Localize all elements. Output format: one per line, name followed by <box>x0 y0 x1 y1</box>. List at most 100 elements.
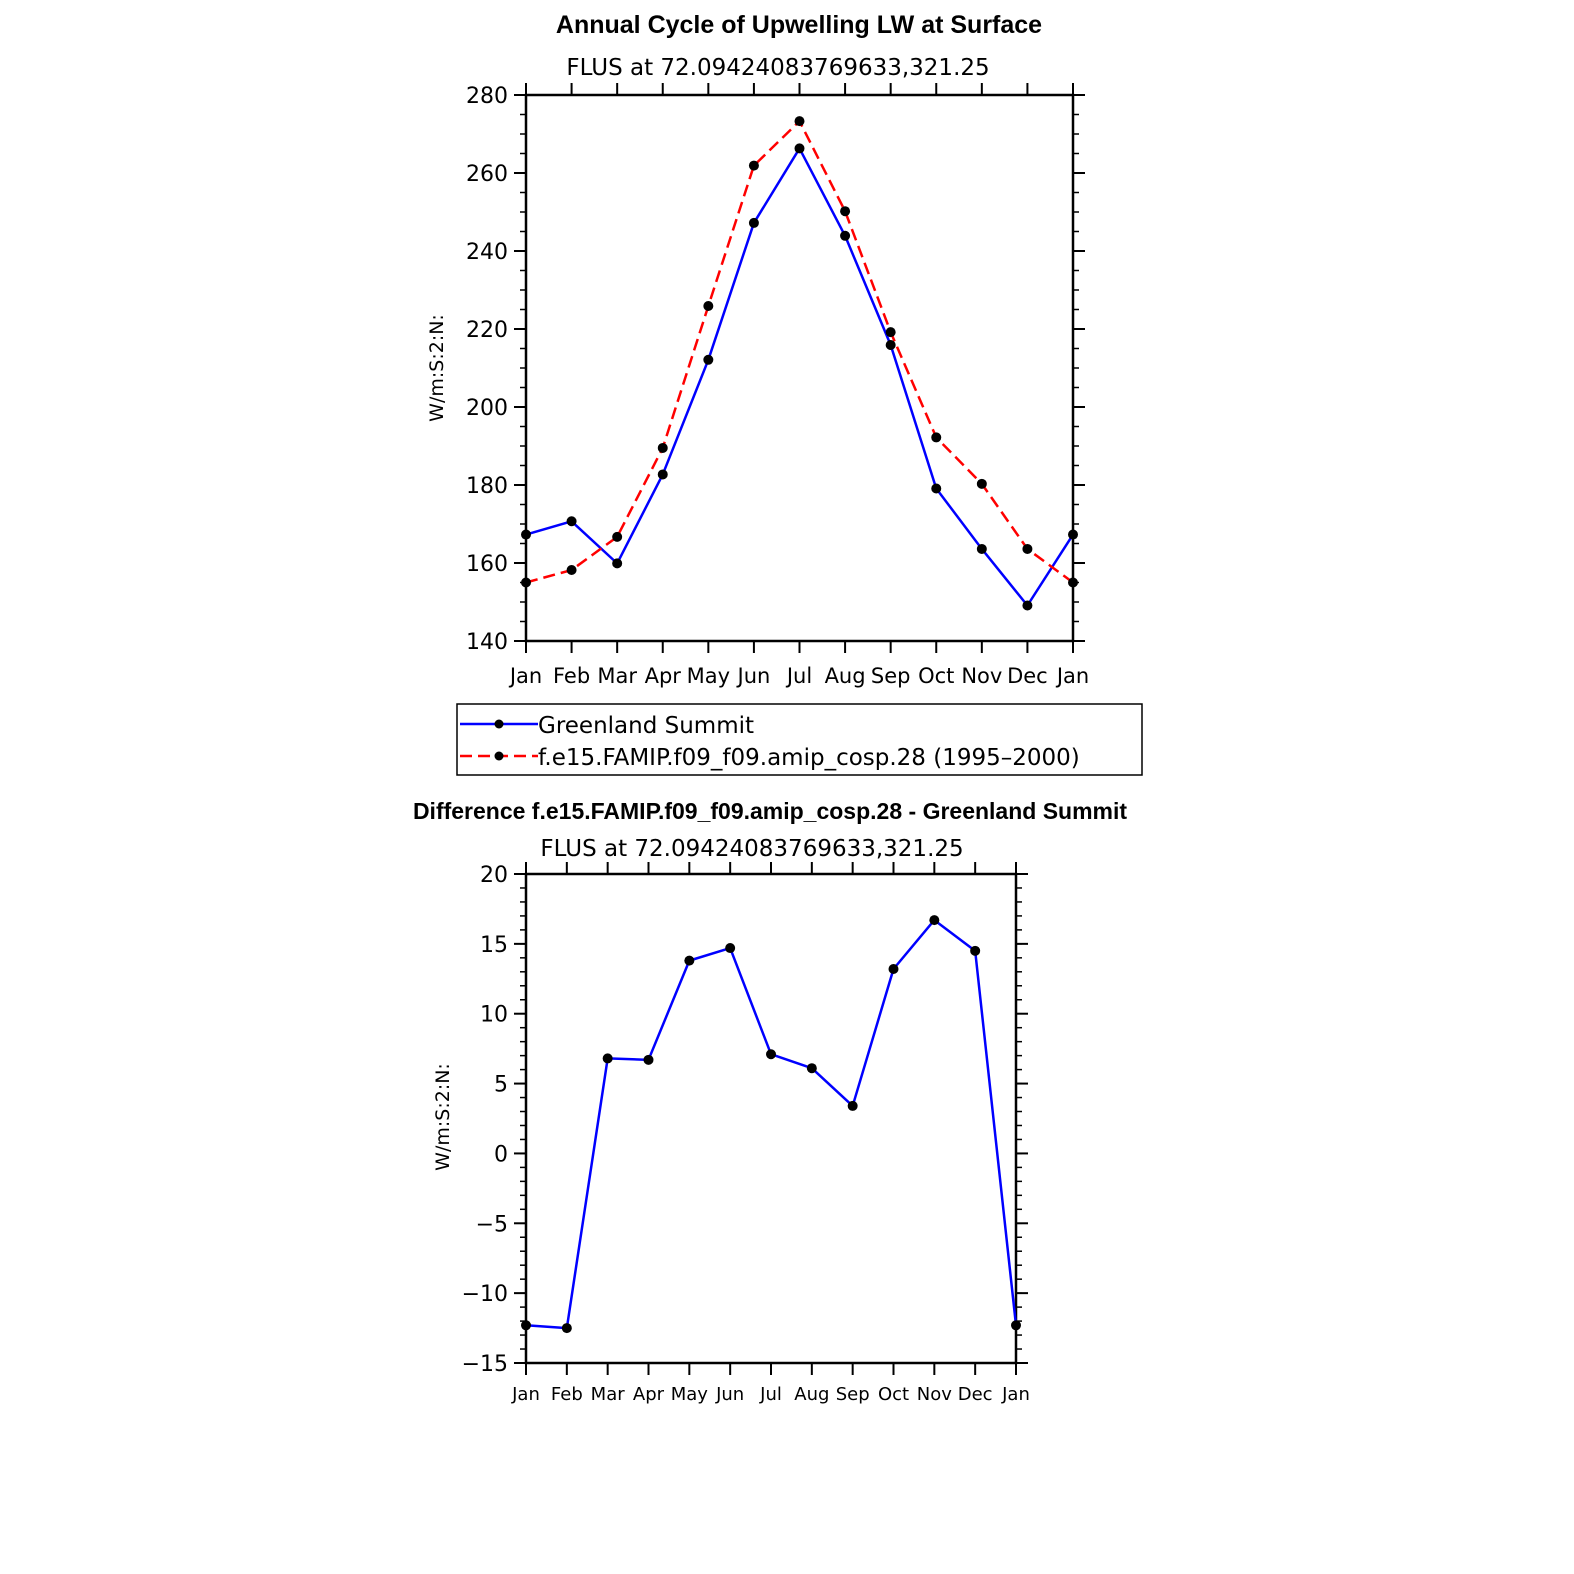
x-tick-label: Jun <box>715 1384 744 1405</box>
series-0-point <box>929 915 940 926</box>
x-tick-label: May <box>671 1384 709 1405</box>
x-tick-label: Oct <box>918 664 954 688</box>
series-1-point <box>794 116 805 127</box>
series-1-point <box>840 206 851 217</box>
x-tick-label: Oct <box>878 1384 909 1405</box>
series-1-point <box>566 565 577 576</box>
series-0-point <box>561 1323 572 1334</box>
y-tick-label: 0 <box>494 1142 508 1167</box>
series-0-point <box>847 1100 858 1111</box>
chart2-ticks <box>514 862 1028 1375</box>
series-0-point <box>612 558 623 569</box>
chart2-title: Difference f.e15.FAMIP.f09_f09.amip_cosp… <box>413 798 1127 824</box>
x-tick-label: Jul <box>759 1384 782 1405</box>
chart2-y-tick-labels: −15 −10 −5 0 5 10 15 20 <box>462 863 508 1377</box>
y-tick-label: 220 <box>466 318 508 343</box>
legend-marker-greenland-summit <box>494 719 504 729</box>
x-tick-label: Sep <box>836 1384 870 1405</box>
chart1-plot-frame <box>524 93 1075 643</box>
chart2-series <box>521 915 1021 1334</box>
series-0-point <box>970 945 981 956</box>
series-0-point <box>888 964 899 975</box>
x-tick-label: May <box>687 664 730 688</box>
series-0-point <box>748 217 759 228</box>
chart1-ylabel: W/m:S:2:N: <box>426 314 448 422</box>
y-tick-label: 20 <box>480 863 508 888</box>
y-tick-label: 240 <box>466 240 508 265</box>
series-1-point <box>748 160 759 171</box>
series-0-point <box>521 1320 531 1331</box>
series-0-point <box>566 516 577 527</box>
x-tick-label: Jan <box>511 1384 540 1405</box>
x-tick-label: Apr <box>645 664 682 688</box>
x-tick-label: Jul <box>785 664 812 688</box>
x-tick-label: Dec <box>1007 664 1048 688</box>
y-tick-label: 15 <box>480 933 508 958</box>
series-1-point <box>703 300 714 311</box>
x-tick-label: Aug <box>825 664 866 688</box>
legend-label-greenland-summit: Greenland Summit <box>538 713 754 739</box>
series-0-point <box>1022 600 1033 611</box>
x-tick-label: Nov <box>961 664 1002 688</box>
legend-entry-greenland-summit: Greenland Summit <box>460 713 754 739</box>
legend-box <box>456 703 1143 776</box>
series-1-point <box>931 432 942 443</box>
y-tick-label: −15 <box>462 1352 508 1377</box>
series-0-point <box>1068 529 1078 540</box>
series-0-point <box>657 469 668 480</box>
y-tick-label: 180 <box>466 474 508 499</box>
chart1-legend: Greenland Summit f.e15.FAMIP.f09_f09.ami… <box>456 703 1143 776</box>
chart1-x-tick-labels: Jan Feb Mar Apr May Jun Jul Aug Sep Oct Nov Dec Jan <box>508 664 1089 688</box>
y-tick-label: 160 <box>466 552 508 577</box>
series-1-point <box>1022 543 1033 554</box>
y-tick-label: −10 <box>462 1282 508 1307</box>
series-0-point <box>931 483 942 494</box>
y-tick-label: 5 <box>494 1073 508 1098</box>
y-tick-label: 200 <box>466 396 508 421</box>
series-0-point <box>703 354 714 365</box>
series-1-point <box>976 478 987 489</box>
y-tick-label: 260 <box>466 162 508 187</box>
series-0-point <box>1011 1320 1021 1331</box>
chart2-plot-frame <box>524 872 1018 1365</box>
chart1-title: Annual Cycle of Upwelling LW at Surface <box>556 11 1042 39</box>
series-0-point <box>725 943 736 954</box>
series-0-point <box>976 543 987 554</box>
series-1-point <box>1068 577 1078 588</box>
chart1-series <box>521 116 1078 611</box>
legend-entry-model: f.e15.FAMIP.f09_f09.amip_cosp.28 (1995–2… <box>460 745 1080 771</box>
x-tick-label: Jan <box>1055 664 1089 688</box>
series-1-point <box>657 442 668 453</box>
y-tick-label: 280 <box>466 84 508 109</box>
series-0-point <box>885 339 896 350</box>
y-tick-label: −5 <box>476 1212 508 1237</box>
x-tick-label: Jan <box>508 664 542 688</box>
series-0-point <box>806 1063 817 1074</box>
y-tick-label: 140 <box>466 630 508 655</box>
chart1-y-tick-labels: 140 160 180 200 220 240 260 280 <box>466 84 508 655</box>
series-1-point <box>521 577 531 588</box>
legend-marker-model <box>494 751 504 761</box>
series-0-point <box>766 1049 776 1060</box>
annual-cycle-chart: Annual Cycle of Upwelling LW at Surface … <box>426 11 1143 776</box>
series-1-point <box>612 531 623 542</box>
series-0-point <box>521 529 531 540</box>
chart2-subtitle: FLUS at 72.09424083769633,321.25 <box>540 836 963 862</box>
chart2-x-tick-labels: Jan Feb Mar Apr May Jun Jul Aug Sep Oct Nov Dec Jan <box>511 1384 1030 1405</box>
x-tick-label: Aug <box>794 1384 829 1405</box>
x-tick-label: Dec <box>958 1384 993 1405</box>
chart2-ylabel: W/m:S:2:N: <box>432 1063 454 1171</box>
x-tick-label: Nov <box>917 1384 952 1405</box>
x-tick-label: Apr <box>633 1384 665 1405</box>
x-tick-label: Feb <box>551 1384 583 1405</box>
series-0-point <box>602 1053 613 1064</box>
series-0-point <box>840 230 851 241</box>
series-0-point <box>794 143 805 154</box>
x-tick-label: Jan <box>1001 1384 1030 1405</box>
x-tick-label: Sep <box>871 664 911 688</box>
y-tick-label: 10 <box>480 1003 508 1028</box>
x-tick-label: Feb <box>553 664 590 688</box>
chart1-subtitle: FLUS at 72.09424083769633,321.25 <box>566 55 989 81</box>
difference-chart: Difference f.e15.FAMIP.f09_f09.amip_cosp… <box>413 798 1127 1405</box>
series-0-point <box>684 955 695 966</box>
